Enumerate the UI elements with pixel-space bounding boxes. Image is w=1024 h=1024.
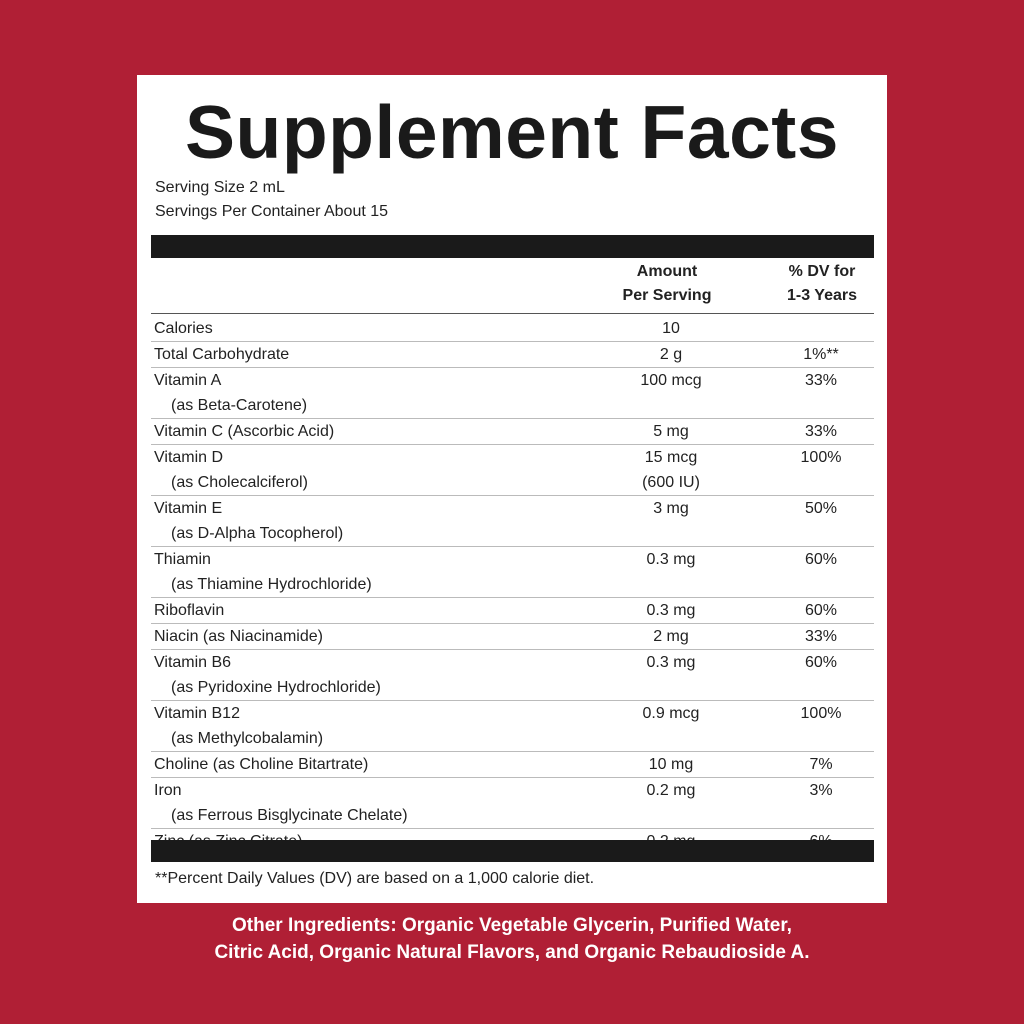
amount: 2 mg <box>606 624 736 649</box>
nutrient-row: Vitamin B6 (as Pyridoxine Hydrochloride) 0… <box>151 650 874 701</box>
nutrient-source: (as Ferrous Bisglycinate Chelate) <box>171 807 408 824</box>
amount-line: (600 IU) <box>642 474 700 491</box>
amount-line: 0.3 mg <box>646 602 696 619</box>
amount-line: 2 mg <box>653 628 689 645</box>
black-bar <box>151 840 874 862</box>
header-line: Per Serving <box>622 287 712 304</box>
daily-value: 1%** <box>803 346 839 363</box>
nutrient-source: (as Pyridoxine Hydrochloride) <box>171 679 381 696</box>
daily-value: 60% <box>804 602 838 619</box>
nutrient-row: Iron (as Ferrous Bisglycinate Chelate) 0.2… <box>151 778 874 829</box>
nutrient-row: Riboflavin 0.3 mg 60% <box>151 598 874 624</box>
nutrient-row: Calories 10 <box>151 316 874 342</box>
amount: 0.9 mcg <box>606 701 736 726</box>
nutrient-row: Niacin (as Niacinamide) 2 mg 33% <box>151 624 874 650</box>
amount: 0.3 mg <box>606 547 736 572</box>
nutrient-row: Vitamin B12 (as Methylcobalamin) 0.9 mcg 10… <box>151 701 874 752</box>
daily-value: 100% <box>800 705 842 722</box>
nutrient-name: Vitamin C (Ascorbic Acid) <box>154 423 335 440</box>
amount: 0.3 mg <box>606 650 736 675</box>
amount-line: 5 mg <box>653 423 689 440</box>
servings-per-container: Servings Per Container About 15 <box>155 203 389 220</box>
amount-line: 3 mg <box>653 500 689 517</box>
amount: 10 <box>606 316 736 341</box>
amount-header: Amount Per Serving <box>597 260 737 308</box>
amount: 100 mcg <box>606 368 736 393</box>
nutrient-source: (as D-Alpha Tocopherol) <box>171 525 344 542</box>
nutrient-name: Riboflavin <box>154 602 225 619</box>
amount: 0.2 mg <box>606 778 736 803</box>
daily-value: 60% <box>804 654 838 671</box>
nutrient-source: (as Beta-Carotene) <box>171 397 308 414</box>
amount-line: 0.3 mg <box>646 654 696 671</box>
nutrient-name: Vitamin D <box>154 449 224 466</box>
daily-value: 3% <box>809 782 833 799</box>
daily-value: 7% <box>809 756 833 773</box>
ingredients-line: Citric Acid, Organic Natural Flavors, an… <box>214 942 810 963</box>
daily-value: 33% <box>804 372 838 389</box>
amount: 15 mcg (600 IU) <box>606 445 736 495</box>
amount-line: 15 mcg <box>644 449 698 466</box>
serving-size: Serving Size 2 mL <box>155 179 285 196</box>
daily-value: 33% <box>804 628 838 645</box>
nutrient-row: Vitamin C (Ascorbic Acid) 5 mg 33% <box>151 419 874 445</box>
nutrient-row: Choline (as Choline Bitartrate) 10 mg 7% <box>151 752 874 778</box>
nutrient-rows: Calories 10 Total Carbohydrate 2 g 1%** Vitam… <box>151 316 874 854</box>
ingredients-line: Other Ingredients: Organic Vegetable Gly… <box>232 915 792 936</box>
amount: 2 g <box>606 342 736 367</box>
nutrient-source: (as Cholecalciferol) <box>171 474 308 491</box>
nutrient-source: (as Methylcobalamin) <box>171 730 324 747</box>
nutrient-name: Niacin (as Niacinamide) <box>154 628 323 645</box>
amount-line: 10 <box>662 320 680 337</box>
nutrient-row: Vitamin A (as Beta-Carotene) 100 mcg 33% <box>151 368 874 419</box>
nutrient-name: Vitamin A <box>154 372 222 389</box>
title: Supplement Facts <box>185 90 839 174</box>
amount: 3 mg <box>606 496 736 521</box>
amount-line: 2 g <box>659 346 683 363</box>
nutrient-name: Calories <box>154 320 213 337</box>
daily-value: 33% <box>804 423 838 440</box>
black-bar <box>151 235 874 258</box>
daily-value: 100% <box>800 449 842 466</box>
header-line: % DV for <box>788 263 856 280</box>
nutrient-name: Total Carbohydrate <box>154 346 290 363</box>
nutrient-name: Vitamin E <box>154 500 223 517</box>
dv-header: % DV for 1-3 Years <box>762 260 882 308</box>
nutrient-name: Thiamin <box>154 551 211 568</box>
amount: 0.3 mg <box>606 598 736 623</box>
nutrient-row: Thiamin (as Thiamine Hydrochloride) 0.3 mg… <box>151 547 874 598</box>
nutrient-row: Vitamin D (as Cholecalciferol) 15 mcg (600 … <box>151 445 874 496</box>
amount-line: 0.3 mg <box>646 551 696 568</box>
nutrient-row: Vitamin E (as D-Alpha Tocopherol) 3 mg 50% <box>151 496 874 547</box>
daily-value: 60% <box>804 551 838 568</box>
amount-line: 0.9 mcg <box>642 705 700 722</box>
amount-line: 0.2 mg <box>646 782 696 799</box>
header-rule <box>151 313 874 314</box>
nutrient-name: Choline (as Choline Bitartrate) <box>154 756 369 773</box>
amount: 10 mg <box>606 752 736 777</box>
nutrient-row: Total Carbohydrate 2 g 1%** <box>151 342 874 368</box>
header-line: 1-3 Years <box>787 287 857 304</box>
nutrient-name: Vitamin B6 <box>154 654 232 671</box>
daily-value: 50% <box>804 500 838 517</box>
nutrient-name: Iron <box>154 782 182 799</box>
nutrient-source: (as Thiamine Hydrochloride) <box>171 576 372 593</box>
amount-line: 10 mg <box>648 756 694 773</box>
amount-line: 100 mcg <box>640 372 702 389</box>
amount: 5 mg <box>606 419 736 444</box>
header-line: Amount <box>636 263 698 280</box>
nutrient-name: Vitamin B12 <box>154 705 240 722</box>
facts-panel: Supplement Facts Serving Size 2 mL Servi… <box>137 75 887 903</box>
footnote: **Percent Daily Values (DV) are based on… <box>155 870 595 887</box>
other-ingredients: Other Ingredients: Organic Vegetable Gly… <box>0 912 1024 966</box>
